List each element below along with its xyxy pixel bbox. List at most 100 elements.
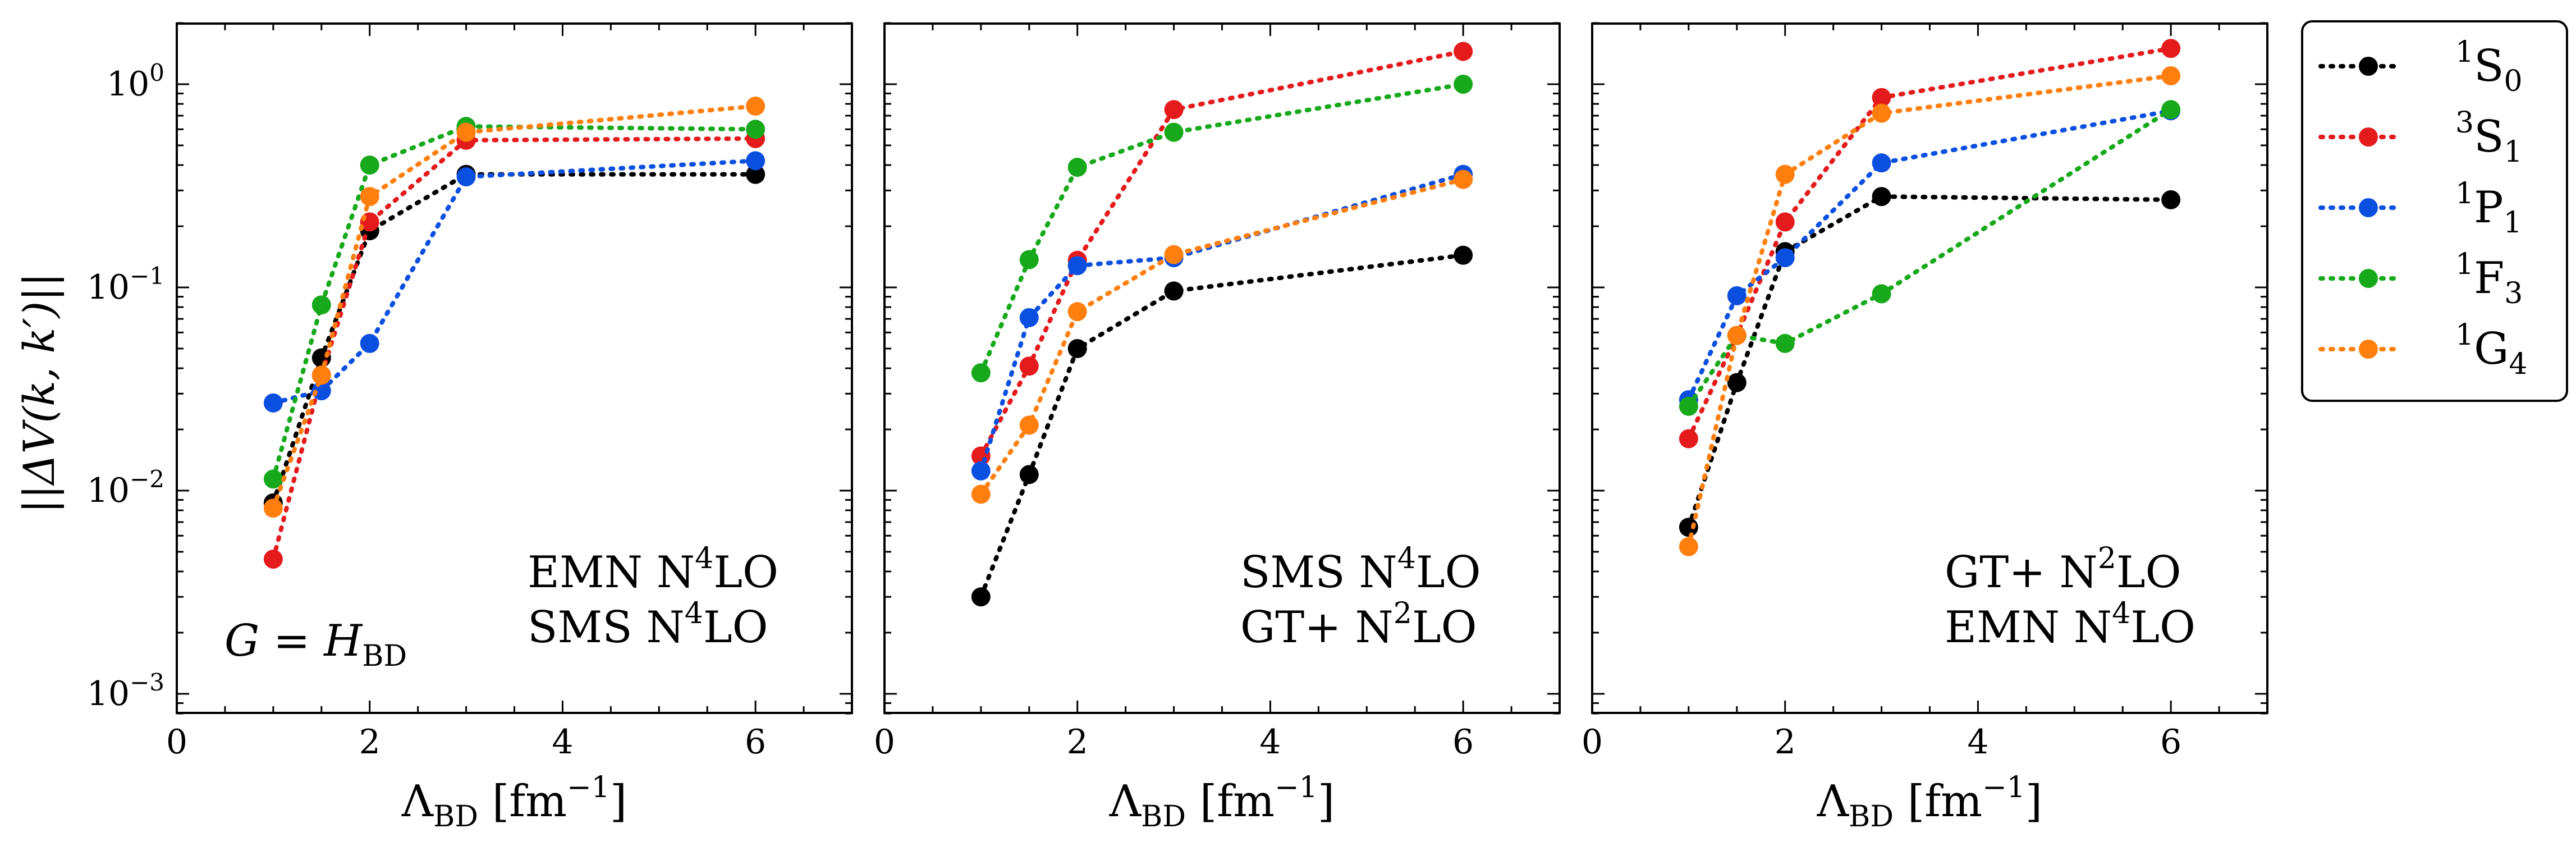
data-point-1G4 xyxy=(1067,302,1087,322)
legend-marker xyxy=(2359,340,2378,359)
x-tick-label: 0 xyxy=(1582,722,1603,762)
data-point-1P1 xyxy=(1872,153,1891,173)
data-point-3S1 xyxy=(1775,212,1795,232)
data-point-1P1 xyxy=(456,167,476,187)
data-point-1P1 xyxy=(360,333,379,353)
data-point-1P1 xyxy=(263,393,283,413)
legend-frame xyxy=(2301,20,2568,402)
series-line-1S0 xyxy=(978,253,1466,600)
data-point-1P1 xyxy=(971,461,991,481)
data-point-1F3 xyxy=(1454,75,1473,94)
data-point-1S0 xyxy=(1454,245,1473,265)
data-point-1F3 xyxy=(311,295,331,315)
data-point-1F3 xyxy=(1067,158,1087,177)
data-point-1G4 xyxy=(1454,170,1473,189)
legend-entry: 1F3 xyxy=(2318,248,2523,310)
x-tick-label: 4 xyxy=(1259,722,1281,762)
data-point-1S0 xyxy=(1872,187,1891,207)
data-point-3S1 xyxy=(263,550,283,569)
x-tick-label: 4 xyxy=(1967,722,1988,762)
legend-label: 3S1 xyxy=(2455,106,2523,169)
data-point-3S1 xyxy=(1872,88,1891,107)
data-point-1G4 xyxy=(456,122,476,142)
data-point-1G4 xyxy=(263,498,283,518)
x-axis-label: ΛBD [fm−1] xyxy=(1817,771,2042,834)
legend-entry: 3S1 xyxy=(2318,106,2523,169)
data-point-1F3 xyxy=(971,363,991,383)
legend-marker xyxy=(2359,127,2378,147)
series-line-1P1 xyxy=(271,158,758,405)
legend-label: 1G4 xyxy=(2455,318,2528,381)
panel-annotation: SMS N4LO xyxy=(528,597,768,653)
data-point-1G4 xyxy=(1679,537,1698,556)
data-point-1F3 xyxy=(360,155,379,175)
x-tick-label: 2 xyxy=(1067,722,1088,762)
x-axis-label: ΛBD [fm−1] xyxy=(401,771,627,834)
data-point-1F3 xyxy=(1164,122,1184,142)
data-point-3S1 xyxy=(1679,429,1698,449)
data-point-1S0 xyxy=(1067,338,1087,358)
data-point-1F3 xyxy=(2161,100,2181,120)
data-point-1P1 xyxy=(1775,248,1795,268)
series-line-3S1 xyxy=(978,49,1466,459)
data-point-1S0 xyxy=(2161,190,2181,209)
data-point-1G4 xyxy=(1727,326,1747,345)
data-point-1F3 xyxy=(1019,250,1039,269)
data-point-1S0 xyxy=(1019,465,1039,484)
x-tick-label: 6 xyxy=(1452,722,1474,762)
data-point-1F3 xyxy=(746,120,766,139)
data-point-1G4 xyxy=(2161,66,2181,86)
data-point-1G4 xyxy=(311,365,331,385)
panel-annotation: GT+ N2LO xyxy=(1945,542,2181,598)
operator-label: G = HBD xyxy=(224,616,407,673)
data-point-1G4 xyxy=(360,187,379,207)
x-tick-label: 6 xyxy=(2160,722,2181,762)
data-point-1S0 xyxy=(1727,373,1747,392)
legend-label: 1P1 xyxy=(2455,177,2522,240)
panel-annotation: SMS N4LO xyxy=(1240,542,1481,598)
x-tick-label: 2 xyxy=(1775,722,1796,762)
legend-label: 1F3 xyxy=(2455,248,2523,310)
data-point-1S0 xyxy=(1164,281,1184,301)
legend-marker xyxy=(2359,198,2378,217)
series-line-1P1 xyxy=(1686,108,2174,402)
data-point-1P1 xyxy=(746,151,766,171)
data-point-3S1 xyxy=(1019,356,1039,376)
series-line-1F3 xyxy=(271,124,758,482)
x-axis-label: ΛBD [fm−1] xyxy=(1109,771,1335,834)
legend-label: 1S0 xyxy=(2455,35,2523,98)
data-point-1F3 xyxy=(1775,333,1795,353)
x-tick-label: 0 xyxy=(874,722,895,762)
legend-marker xyxy=(2359,269,2378,288)
y-tick-label: 10−3 xyxy=(87,669,164,713)
data-point-1G4 xyxy=(1164,245,1184,264)
series-line-1S0 xyxy=(1686,194,2174,530)
data-point-1P1 xyxy=(1067,256,1087,276)
series-line-1G4 xyxy=(1686,74,2174,549)
y-tick-label: 10−2 xyxy=(87,465,164,510)
data-point-1G4 xyxy=(971,484,991,504)
x-tick-label: 0 xyxy=(166,722,187,762)
legend-entry: 1P1 xyxy=(2318,177,2522,240)
data-point-1S0 xyxy=(971,587,991,607)
x-tick-label: 2 xyxy=(359,722,381,762)
panel-annotation: EMN N4LO xyxy=(528,542,778,598)
data-point-3S1 xyxy=(1454,42,1473,61)
legend-entry: 1G4 xyxy=(2318,318,2528,381)
data-point-1F3 xyxy=(1679,396,1698,416)
data-point-1F3 xyxy=(263,469,283,489)
legend-marker xyxy=(2359,57,2378,76)
y-tick-label: 10−1 xyxy=(87,262,164,307)
data-point-1G4 xyxy=(1872,103,1891,123)
data-point-1G4 xyxy=(746,97,766,116)
panel-annotation: EMN N4LO xyxy=(1945,597,2195,653)
series-line-1F3 xyxy=(1686,107,2174,409)
data-point-1S0 xyxy=(1679,518,1698,537)
y-tick-label: 100 xyxy=(107,59,164,104)
legend: 1S0 3S1 1P1 1F3 1G4 xyxy=(2301,20,2568,402)
